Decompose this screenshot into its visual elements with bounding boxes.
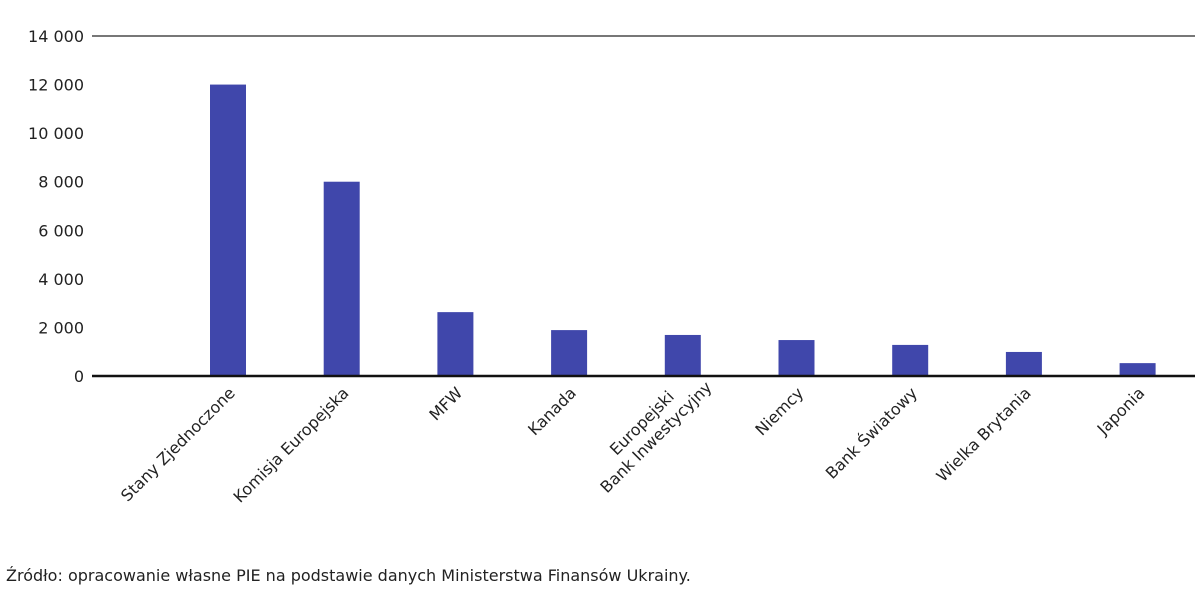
y-tick-label: 2 000 [38,318,84,337]
bar [664,334,701,376]
x-tick-label-line: Bank Światowy [822,383,921,482]
x-tick-label: MFW [425,383,466,424]
bar [551,330,588,376]
bar [892,344,929,376]
x-tick-label-line: Stany Zjednoczone [117,383,239,505]
bar [210,84,246,377]
y-tick-label: 4 000 [38,270,84,289]
x-tick-label-line: Niemcy [751,383,807,439]
bar [323,181,360,376]
source-note: Źródło: opracowanie własne PIE na podsta… [6,566,691,585]
x-tick-label: Niemcy [751,383,807,439]
x-tick-label-line: MFW [425,383,466,424]
y-tick-label: 10 000 [28,124,84,143]
y-tick-label: 6 000 [38,221,84,240]
y-tick-label: 12 000 [28,76,84,95]
x-tick-label: Stany Zjednoczone [117,383,239,505]
x-tick-label: Wielka Brytania [932,383,1034,485]
bar [1005,351,1042,376]
x-tick-label-line: Wielka Brytania [932,383,1034,485]
x-tick-label-line: Japonia [1093,383,1149,439]
x-tick-label: EuropejskiBank Inwestycyjny [582,363,715,496]
x-tick-label: Bank Światowy [822,383,921,482]
bar [437,312,474,376]
y-tick-label: 14 000 [28,27,84,46]
x-tick-label: Komisja Europejska [229,383,352,506]
y-tick-label: 0 [74,367,84,386]
bar-chart: 0 2 000 4 000 6 000 8 000 10 000 12 000 14 000 S… [28,27,1195,506]
bar [1119,363,1156,376]
x-tick-label: Japonia [1093,383,1149,439]
x-tick-label-line: Kanada [524,383,580,439]
bar [778,340,815,376]
y-tick-label: 8 000 [38,173,84,192]
x-tick-label: Kanada [524,383,580,439]
x-tick-label-line: Komisja Europejska [229,383,352,506]
